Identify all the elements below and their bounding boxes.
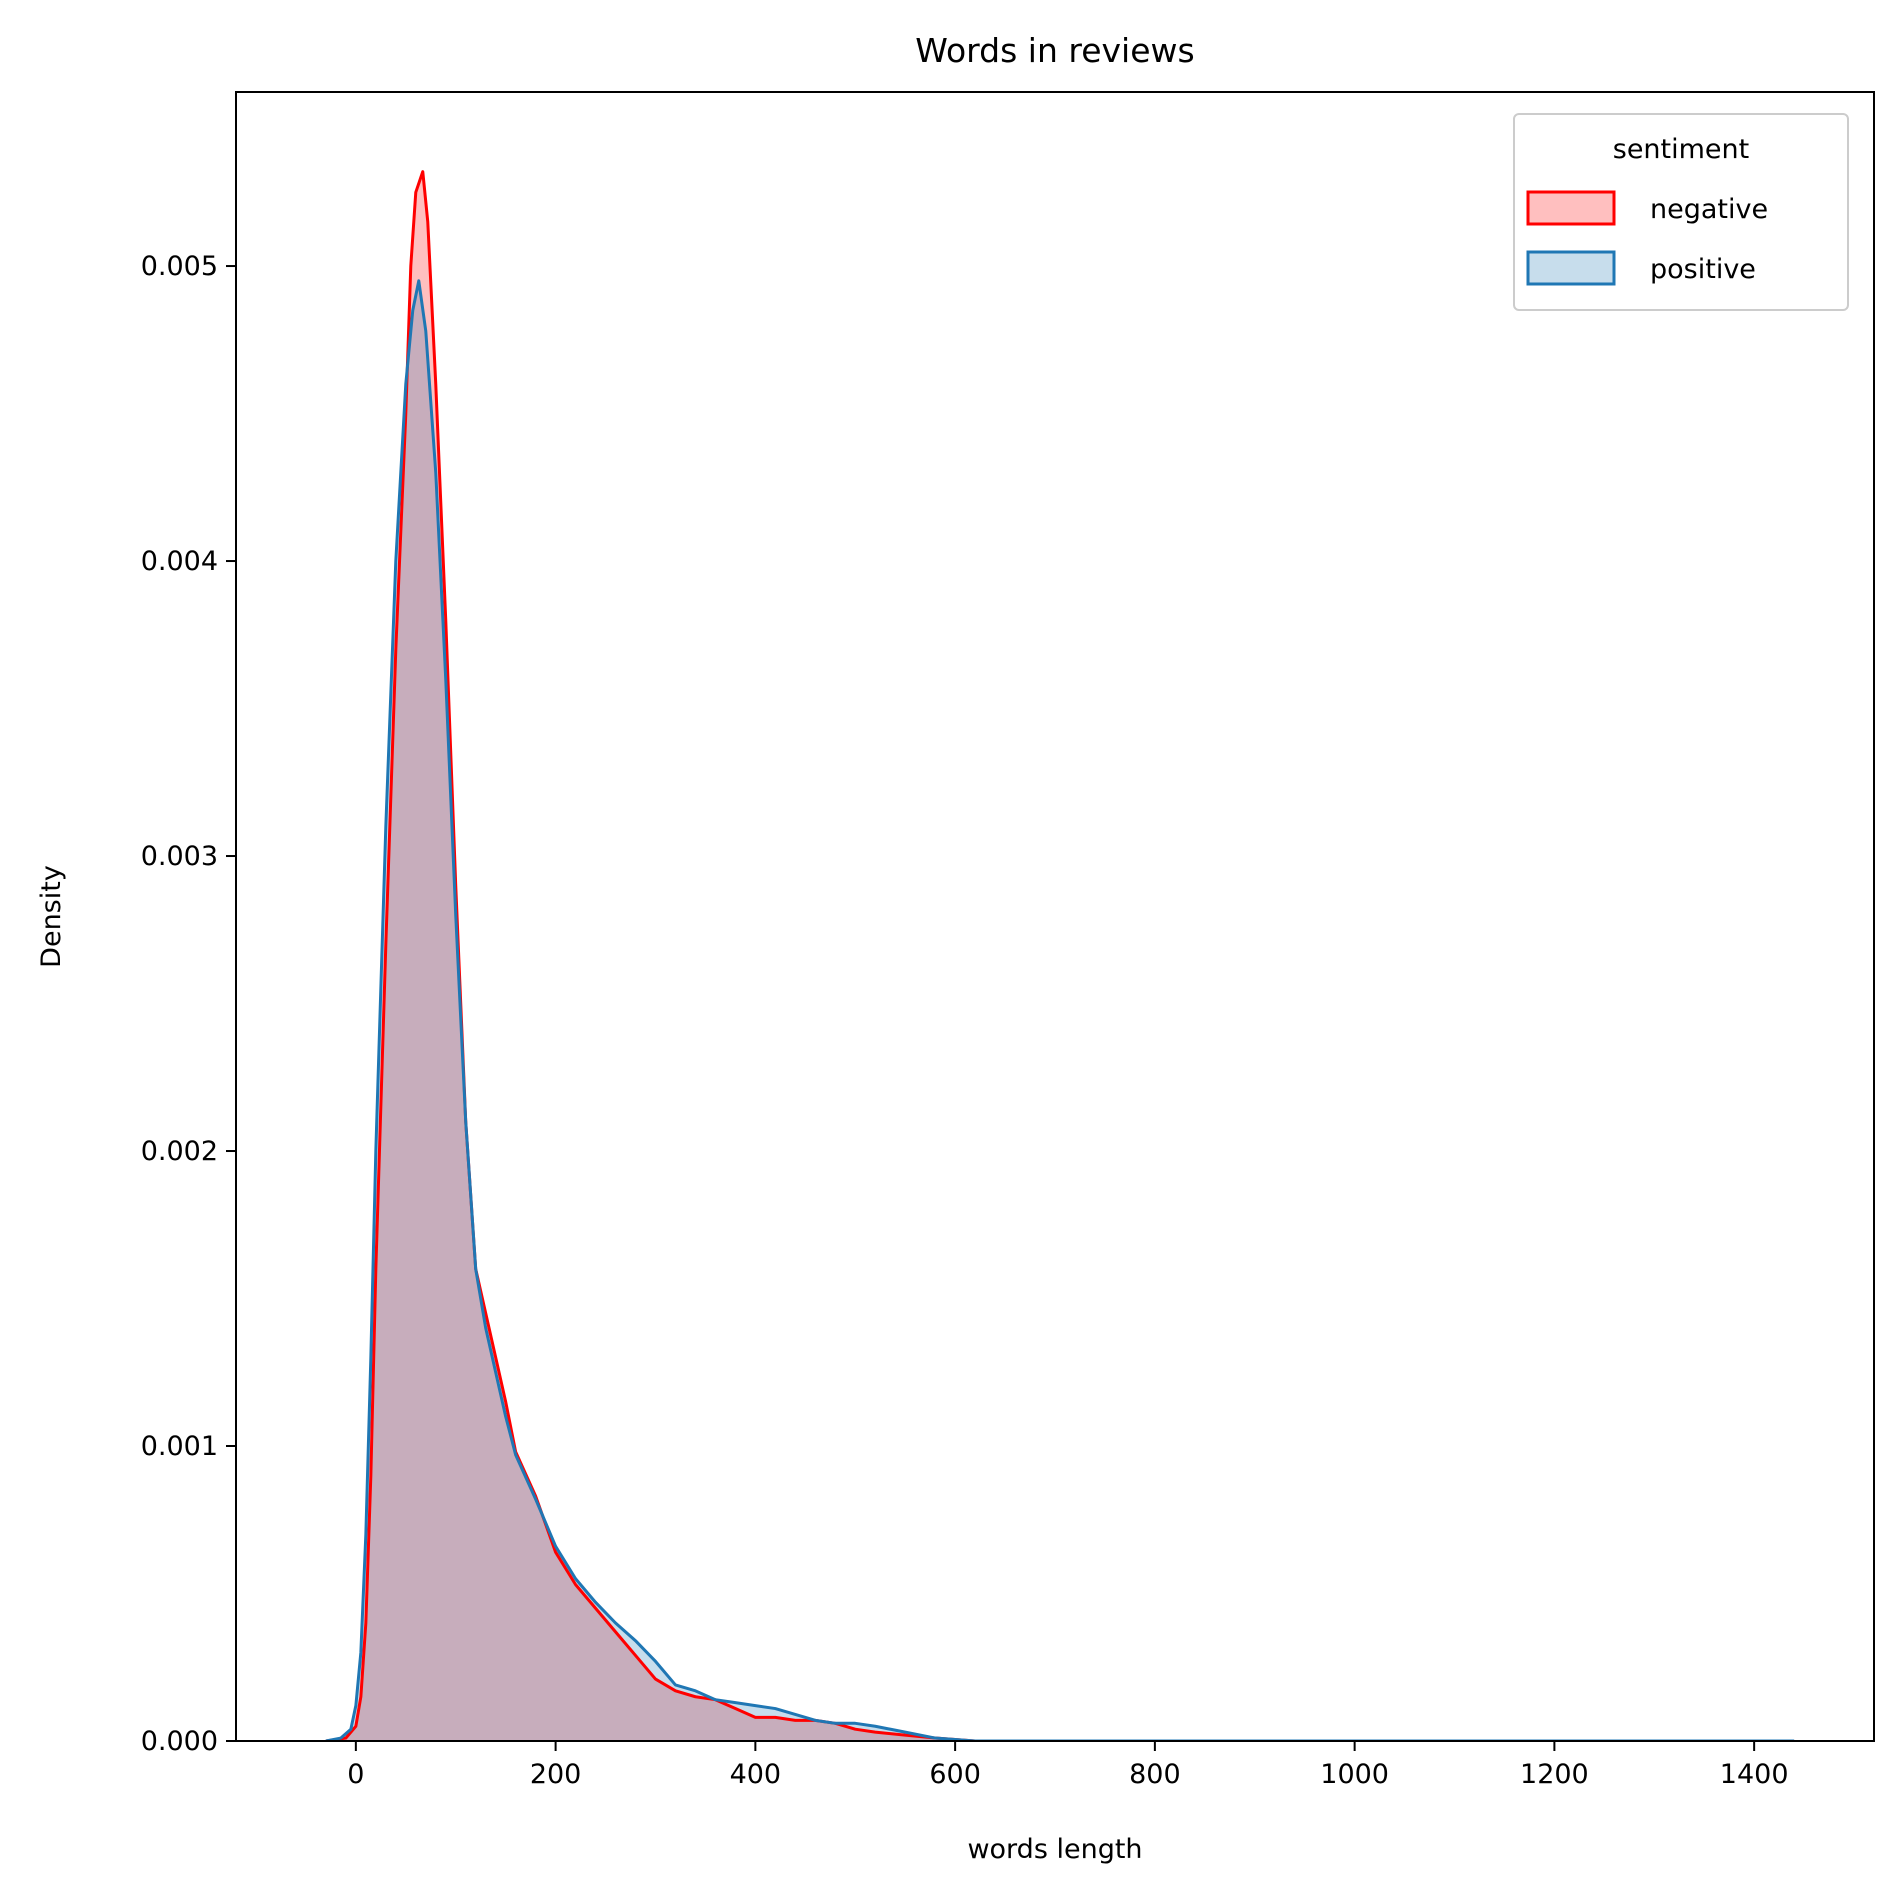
legend-label-negative: negative: [1650, 194, 1768, 225]
chart-title: Words in reviews: [915, 31, 1194, 70]
y-tick-label: 0.004: [141, 546, 218, 577]
x-tick-label: 600: [929, 1759, 981, 1790]
series-line-positive: [325, 279, 1795, 1741]
series-fill-negative: [325, 171, 1795, 1741]
plot-frame: [235, 91, 1875, 1742]
series-line-negative: [325, 170, 1795, 1741]
y-tick-label: 0.005: [141, 251, 218, 282]
legend-swatch-negative: [1526, 190, 1616, 226]
x-tick-label: 200: [530, 1759, 582, 1790]
y-tick-label: 0.002: [141, 1136, 218, 1167]
x-axis: 0 200 400 600 800 1000 1200 1400: [347, 1741, 1789, 1790]
x-tick-label: 1000: [1320, 1759, 1389, 1790]
x-tick-label: 1200: [1520, 1759, 1589, 1790]
legend-title: sentiment: [1613, 134, 1750, 165]
x-tick-label: 800: [1129, 1759, 1181, 1790]
y-tick-label: 0.003: [141, 841, 218, 872]
y-tick-label: 0.001: [141, 1431, 218, 1462]
legend-items: negative positive: [1526, 190, 1768, 286]
x-tick-label: 400: [730, 1759, 782, 1790]
legend-swatch-positive: [1526, 250, 1616, 286]
series-fill-positive: [325, 280, 1795, 1741]
y-axis: 0.000 0.001 0.002 0.003 0.004 0.005: [141, 251, 236, 1757]
y-axis-label: Density: [36, 865, 67, 968]
y-tick-label: 0.000: [141, 1726, 218, 1757]
plot-area: [235, 91, 1875, 1742]
x-axis-label: words length: [967, 1834, 1142, 1865]
legend-frame: [1513, 113, 1849, 311]
legend: sentiment negative positive: [1513, 113, 1849, 311]
x-tick-label: 0: [347, 1759, 364, 1790]
legend-label-positive: positive: [1650, 254, 1756, 285]
x-tick-label: 1400: [1720, 1759, 1789, 1790]
